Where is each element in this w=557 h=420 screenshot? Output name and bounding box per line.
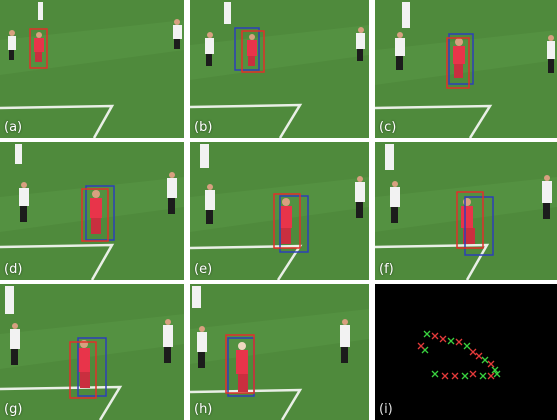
tracked-player	[236, 342, 248, 392]
tracked-player	[247, 34, 257, 66]
player-white	[15, 144, 22, 164]
panel-label: (d)	[4, 262, 23, 277]
player-white	[356, 27, 365, 61]
panel-label: (h)	[194, 402, 213, 417]
green-x-marker	[481, 356, 489, 364]
green-x-marker	[493, 370, 501, 378]
tracking-box-blue	[464, 196, 494, 256]
panel-a-image	[0, 0, 184, 138]
tracking-box-blue	[448, 33, 474, 85]
panel-c: (c)	[375, 0, 557, 138]
panel-f-image	[375, 142, 557, 280]
panel-g-image	[0, 284, 184, 420]
red-x-marker	[487, 372, 495, 380]
red-x-marker	[451, 372, 459, 380]
player-white	[38, 2, 43, 20]
panel-b: (b)	[190, 0, 369, 138]
player-white	[205, 32, 214, 66]
red-x-marker	[487, 360, 495, 368]
green-x-marker	[479, 372, 487, 380]
panel-h: (h)	[190, 284, 369, 420]
panel-label: (i)	[379, 402, 393, 417]
red-x-marker	[475, 352, 483, 360]
red-x-marker	[441, 372, 449, 380]
panel-b-image	[190, 0, 369, 138]
player-white	[197, 326, 207, 368]
tracking-box-blue	[77, 337, 107, 397]
player-white	[19, 182, 29, 222]
panel-d: (d)	[0, 142, 184, 280]
tracked-player	[90, 190, 102, 234]
panel-label: (c)	[379, 120, 397, 135]
panel-label: (a)	[4, 120, 23, 135]
panel-e: (e)	[190, 142, 369, 280]
panel-label: (f)	[379, 262, 394, 277]
tracking-box-red	[446, 37, 470, 89]
red-x-marker	[469, 348, 477, 356]
tracking-box-red	[241, 30, 265, 73]
tracking-box-red	[29, 28, 48, 69]
player-white	[547, 35, 555, 73]
green-x-marker	[463, 342, 471, 350]
panel-c-image	[375, 0, 557, 138]
tracking-box-blue	[234, 27, 260, 71]
player-white	[8, 30, 16, 60]
player-white	[355, 176, 365, 218]
player-white	[542, 175, 552, 219]
panel-label: (e)	[194, 262, 213, 277]
player-white	[173, 19, 182, 49]
red-x-marker	[469, 370, 477, 378]
panel-a: (a)	[0, 0, 184, 138]
player-white	[200, 144, 209, 168]
tracked-player	[453, 38, 465, 78]
trajectory-plot	[375, 284, 557, 420]
tracking-box-red	[81, 188, 109, 242]
tracking-box-red	[273, 193, 301, 249]
player-white	[5, 286, 14, 314]
green-x-marker	[423, 330, 431, 338]
player-white	[192, 286, 201, 308]
player-white	[395, 32, 405, 70]
player-white	[402, 2, 410, 28]
green-x-marker	[461, 372, 469, 380]
red-x-marker	[417, 342, 425, 350]
green-x-marker	[491, 366, 499, 374]
panel-e-image	[190, 142, 369, 280]
red-x-marker	[439, 335, 447, 343]
tracking-box-blue	[85, 185, 115, 241]
player-white	[385, 144, 394, 170]
tracked-player	[461, 198, 475, 244]
player-white	[224, 2, 231, 24]
panel-g: (g)	[0, 284, 184, 420]
green-x-marker	[447, 337, 455, 345]
panel-h-image	[190, 284, 369, 420]
tracking-box-red	[225, 334, 255, 394]
player-white	[167, 172, 177, 214]
panel-f: (f)	[375, 142, 557, 280]
tracking-box-red	[69, 341, 97, 399]
panel-d-image	[0, 142, 184, 280]
player-white	[340, 319, 350, 363]
player-white	[390, 181, 400, 223]
tracking-box-red	[456, 191, 484, 249]
player-white	[163, 319, 173, 363]
player-white	[205, 184, 215, 224]
tracking-box-blue	[279, 195, 309, 253]
green-x-marker	[431, 370, 439, 378]
panel-label: (b)	[194, 120, 213, 135]
tracked-player	[280, 198, 292, 244]
panel-label: (g)	[4, 402, 23, 417]
red-x-marker	[455, 338, 463, 346]
tracked-player	[34, 32, 44, 62]
player-white	[10, 323, 20, 365]
panel-i: (i)	[375, 284, 557, 420]
red-x-marker	[431, 332, 439, 340]
